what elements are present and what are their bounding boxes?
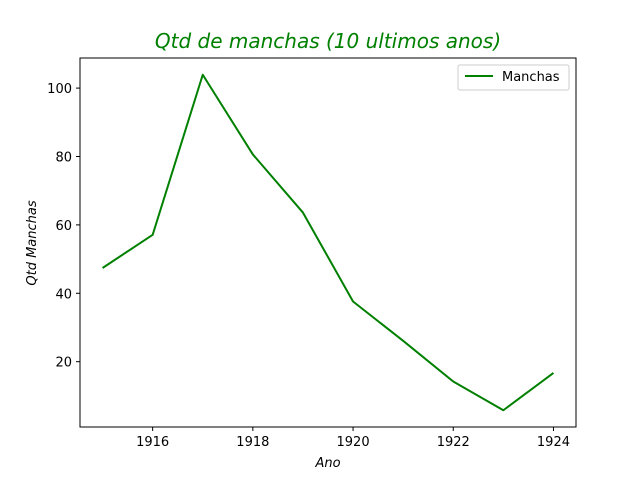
y-tick-label: 80	[55, 150, 72, 165]
x-tick-label: 1924	[537, 435, 570, 450]
series-line-manchas	[101, 73, 555, 412]
y-tick-label: 100	[47, 82, 72, 97]
plot-area: 1916 1918 1920 1922 1924 20 40 60 80 100	[47, 57, 577, 450]
x-tick-label: 1916	[136, 435, 169, 450]
legend: Manchas	[457, 64, 570, 91]
y-axis-title: Qtd Manchas	[25, 200, 40, 285]
y-tick-label: 40	[55, 287, 72, 302]
x-tick-label: 1920	[337, 435, 370, 450]
legend-box	[457, 64, 570, 91]
legend-label: Manchas	[502, 70, 560, 85]
y-tick-label: 20	[55, 356, 72, 371]
x-axis-title: Ano	[314, 456, 340, 471]
chart-title: Qtd de manchas (10 ultimos anos)	[155, 29, 501, 53]
x-tick-label: 1922	[437, 435, 470, 450]
y-tick-label: 60	[55, 219, 72, 234]
x-tick-label: 1918	[236, 435, 269, 450]
plot-frame	[79, 57, 577, 428]
